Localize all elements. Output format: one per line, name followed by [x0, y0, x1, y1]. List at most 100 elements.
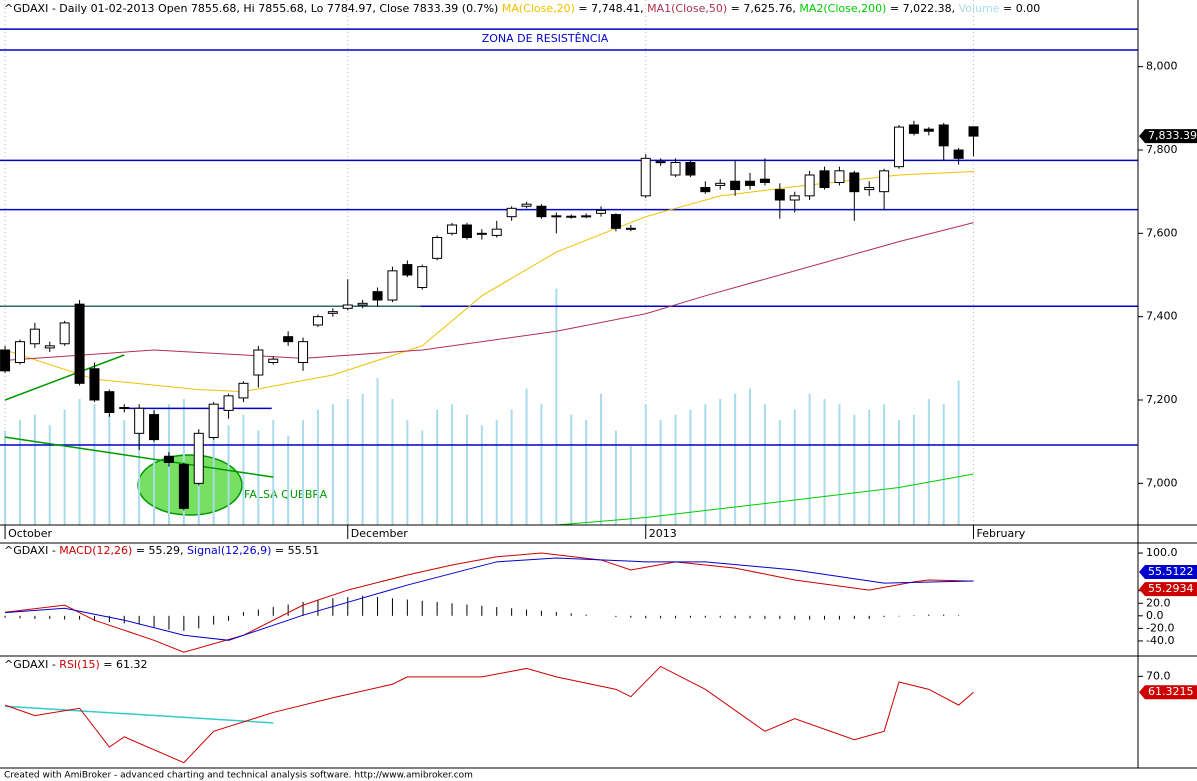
panel-header: ^GDAXI - MACD(12,26) = 55.29, Signal(12,…: [4, 544, 319, 557]
y-tick-label: 70.0: [1146, 669, 1171, 682]
volume-bar: [600, 393, 603, 525]
volume-bar: [912, 414, 915, 525]
volume-bar: [898, 420, 901, 525]
volume-bar: [853, 414, 856, 525]
candle-body: [938, 124, 949, 147]
legend-name: Signal(12,26,9): [187, 544, 271, 557]
volume-bar: [138, 425, 141, 525]
value-box: [1139, 129, 1197, 144]
candle-body: [89, 368, 100, 401]
legend-name: MA1(Close,50): [647, 2, 727, 15]
legend-value: = 55.51: [271, 544, 319, 557]
candle-body: [670, 162, 681, 176]
candle-body: [700, 187, 711, 193]
legend-value: = 7,022.38,: [886, 2, 958, 15]
x-tick-label: December: [351, 527, 409, 540]
volume-bar: [451, 404, 454, 525]
volume-bar: [93, 404, 96, 525]
volume-bar: [808, 393, 811, 525]
header-title: ^GDAXI -: [4, 658, 59, 671]
volume-bar: [838, 404, 841, 525]
candle-body: [134, 407, 145, 434]
volume-bar: [421, 430, 424, 525]
indicator-line: [5, 557, 974, 641]
volume-bar: [376, 378, 379, 525]
volume-bar: [555, 288, 558, 525]
volume-bar: [227, 425, 230, 525]
panel-header: ^GDAXI - RSI(15) = 61.32: [4, 658, 147, 671]
volume-bar: [704, 404, 707, 525]
volume-bar: [153, 409, 156, 525]
x-tick-label: October: [8, 527, 52, 540]
candle-body: [298, 341, 309, 363]
volume-bar: [689, 409, 692, 525]
value-box-label: 7,833.39: [1148, 129, 1197, 142]
y-tick-label: 7,000: [1146, 476, 1178, 489]
volume-bar: [629, 446, 632, 525]
candle-body: [596, 209, 607, 214]
volume-bar: [480, 425, 483, 525]
trend-line: [4, 436, 274, 478]
volume-bar: [242, 414, 245, 525]
indicator-line: [5, 222, 974, 361]
volume-bar: [391, 399, 394, 525]
volume-bar: [495, 420, 498, 525]
volume-bar: [778, 420, 781, 525]
candle-body: [447, 224, 458, 234]
legend-name: MA2(Close,200): [799, 2, 886, 15]
volume-bar: [302, 420, 305, 525]
volume-bar: [927, 399, 930, 525]
volume-bar: [331, 404, 334, 525]
legend-value: = 0.00: [1000, 2, 1041, 15]
candle-body: [417, 266, 428, 288]
volume-bar: [406, 420, 409, 525]
value-box-label: 61.3215: [1148, 685, 1194, 698]
volume-bar: [659, 420, 662, 525]
volume-bar: [123, 420, 126, 525]
volume-bar: [614, 430, 617, 525]
legend-value: = 7,748.41,: [575, 2, 647, 15]
candle-body: [581, 215, 592, 218]
value-box: [1139, 582, 1197, 597]
volume-bar: [33, 414, 36, 525]
candle-body: [640, 157, 651, 197]
candle-body: [193, 432, 204, 484]
candle-body: [119, 407, 130, 409]
volume-bar: [78, 399, 81, 525]
trend-line: [5, 705, 274, 724]
candle-body: [864, 187, 875, 191]
legend-value: = 55.29,: [132, 544, 187, 557]
volume-bar: [570, 414, 573, 525]
candle-body: [387, 270, 398, 301]
y-tick-label: 0.0: [1146, 609, 1164, 622]
indicator-line: [4, 665, 974, 764]
candle-body: [104, 391, 115, 413]
candle-body: [238, 382, 249, 399]
volume-bar: [108, 414, 111, 525]
plot-layer: ^GDAXI - Daily 01-02-2013 Open 7855.68, …: [0, 0, 1197, 764]
footer: Created with AmiBroker - advanced charti…: [4, 771, 473, 781]
volume-bar: [734, 393, 737, 525]
volume-bar: [510, 409, 513, 525]
x-tick-label: February: [977, 527, 1026, 540]
legend-name: RSI(15): [59, 658, 99, 671]
candle-body: [566, 215, 577, 218]
y-tick-label: 8,000: [1146, 60, 1178, 73]
resistance-label: ZONA DE RESISTÊNCIA: [482, 32, 609, 45]
candle-body: [74, 303, 85, 384]
y-tick-label: 7,200: [1146, 393, 1178, 406]
volume-bar: [361, 393, 364, 525]
candle-body: [759, 178, 770, 184]
candle-body: [14, 341, 25, 363]
volume-bar: [644, 404, 647, 525]
candle-body: [730, 180, 741, 191]
legend-name: MACD(12,26): [59, 544, 132, 557]
candle-body: [834, 170, 845, 183]
candle-body: [819, 170, 830, 188]
candle-body: [491, 228, 502, 236]
volume-bar: [63, 409, 66, 525]
candle-body: [0, 349, 11, 372]
volume-bar: [868, 409, 871, 525]
